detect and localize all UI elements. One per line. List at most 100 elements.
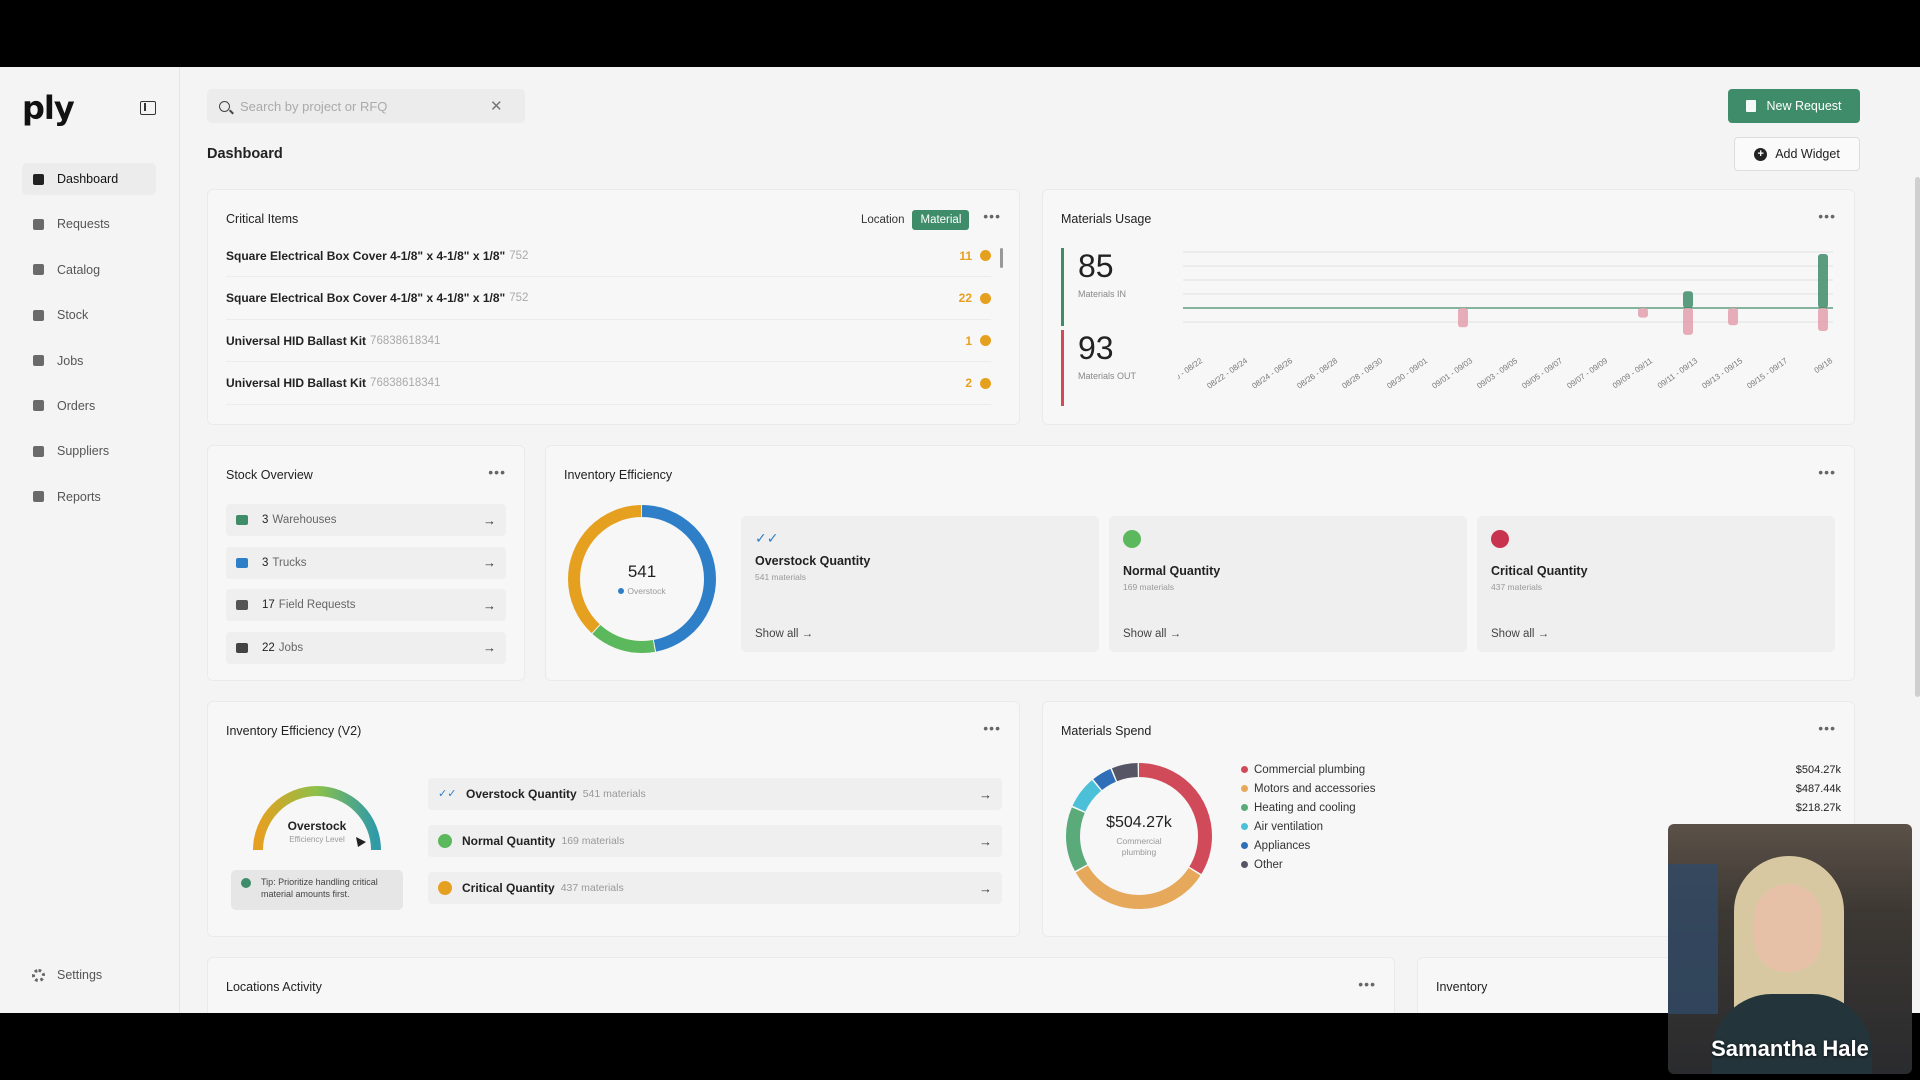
sidebar-item-label: Orders — [57, 398, 96, 413]
sidebar-item-dashboard[interactable]: Dashboard — [22, 163, 156, 195]
widget-title: Stock Overview — [226, 468, 313, 482]
x-tick-label: 08/26 - 08/28 — [1295, 356, 1339, 391]
warehouse-icon — [32, 309, 45, 322]
stock-row-field-requests[interactable]: 17 Field Requests → — [226, 589, 506, 621]
sidebar-item-jobs[interactable]: Jobs — [22, 345, 156, 377]
panel-subtitle: 169 materials — [1123, 582, 1175, 592]
legend-swatch — [1241, 823, 1248, 830]
legend-value: $218.27k — [1795, 801, 1841, 814]
more-options-icon[interactable]: ••• — [1818, 208, 1836, 224]
x-tick-label: 09/03 - 09/05 — [1475, 356, 1519, 391]
efficiency-center-value: 541 — [627, 562, 657, 581]
page-scrollbar[interactable] — [1915, 177, 1920, 697]
presenter-name: Samantha Hale — [1711, 1036, 1869, 1061]
donut-slice — [1066, 763, 1212, 909]
scrollbar[interactable] — [1000, 248, 1003, 268]
store-icon — [32, 445, 45, 458]
item-code: 752 — [509, 292, 529, 304]
x-tick-label: 09/07 - 09/09 — [1565, 356, 1609, 391]
efficiency-gauge — [253, 786, 381, 851]
show-all-link[interactable]: Show all → — [755, 628, 814, 640]
critical-item-row[interactable]: Universal HID Ballast Kit 76838618341 2 — [226, 363, 991, 405]
sidebar-item-label: Reports — [57, 489, 101, 504]
search-bar[interactable]: ✕ — [207, 89, 525, 123]
double-check-icon: ✓✓ — [438, 788, 457, 800]
stock-count: 17 — [262, 599, 275, 611]
sidebar-item-catalog[interactable]: Catalog — [22, 254, 156, 286]
x-tick-label: 09/09 - 09/11 — [1611, 356, 1655, 390]
more-options-icon[interactable]: ••• — [983, 208, 1001, 224]
efficiency-v2-row-critical[interactable]: Critical Quantity 437 materials → — [428, 872, 1002, 904]
filter-material[interactable]: Material — [912, 210, 970, 230]
item-name: Universal HID Ballast Kit — [226, 333, 367, 348]
warning-dot-icon — [980, 250, 991, 261]
legend-label: Commercial plumbing — [1254, 763, 1366, 776]
efficiency-panel-normal: Normal Quantity 169 materials Show all → — [1109, 516, 1467, 652]
document-plus-icon — [1746, 100, 1757, 112]
item-code: 752 — [509, 249, 529, 262]
widget-title: Inventory Efficiency (V2) — [226, 724, 362, 738]
efficiency-panel-overstock: ✓✓ Overstock Quantity 541 materials Show al… — [741, 516, 1099, 652]
sidebar-item-label: Jobs — [57, 353, 84, 368]
sidebar-item-reports[interactable]: Reports — [22, 481, 156, 513]
stock-label: Jobs — [278, 641, 304, 654]
tip-banner: Tip: Prioritize handling critical materi… — [231, 870, 403, 910]
donut-slice — [568, 505, 716, 653]
donut-slice — [1066, 763, 1212, 909]
gauge-sub-label: Efficiency Level — [289, 835, 345, 844]
stock-row-jobs[interactable]: 22 Jobs → — [226, 631, 506, 664]
check-circle-icon — [1123, 530, 1141, 548]
new-request-button[interactable]: New Request — [1728, 89, 1860, 123]
widget-title: Materials Usage — [1061, 212, 1152, 226]
bar-materials-out — [1458, 308, 1468, 328]
more-options-icon[interactable]: ••• — [1818, 720, 1836, 736]
row-subtitle: 541 materials — [582, 788, 646, 800]
more-options-icon[interactable]: ••• — [1818, 464, 1836, 480]
check-circle-icon — [438, 834, 452, 848]
webcam-body — [1712, 994, 1872, 1074]
sidebar-item-orders[interactable]: Orders — [22, 390, 156, 422]
spend-center-label: Commercial plumbing — [1116, 836, 1162, 857]
sidebar-item-requests[interactable]: Requests — [22, 208, 156, 240]
item-name: Universal HID Ballast Kit — [226, 376, 367, 390]
efficiency-v2-row-normal[interactable]: Normal Quantity 169 materials → — [428, 825, 1002, 857]
item-quantity: 2 — [965, 376, 972, 390]
critical-item-row[interactable]: Square Electrical Box Cover 4-1/8" x 4-1… — [226, 278, 991, 320]
add-widget-button[interactable]: + Add Widget — [1734, 137, 1860, 171]
item-code: 76838618341 — [370, 334, 441, 347]
show-all-link[interactable]: Show all → — [1123, 628, 1182, 640]
x-tick-label: 09/13 - 09/15 — [1700, 356, 1744, 391]
search-input[interactable] — [240, 98, 490, 114]
item-name: Square Electrical Box Cover 4-1/8" x 4-1… — [226, 248, 506, 263]
document-icon — [32, 218, 45, 231]
x-tick-label: 08/28 - 08/30 — [1340, 356, 1384, 391]
more-options-icon[interactable]: ••• — [983, 720, 1001, 736]
sidebar-item-stock[interactable]: Stock — [22, 299, 156, 331]
widget-title: Critical Items — [226, 212, 299, 226]
filter-location[interactable]: Location — [861, 214, 905, 226]
sidebar-item-label: Suppliers — [57, 444, 110, 459]
clear-search-icon[interactable]: ✕ — [490, 98, 503, 115]
show-all-link[interactable]: Show all → — [1491, 628, 1550, 640]
donut-slice — [568, 505, 716, 653]
stock-row-warehouses[interactable]: 3 Warehouses → — [226, 504, 506, 536]
sidebar-toggle-icon[interactable] — [140, 101, 156, 115]
arrow-right-icon: → — [483, 512, 496, 528]
sidebar-item-suppliers[interactable]: Suppliers — [22, 435, 156, 467]
widget-title: Inventory — [1436, 980, 1488, 994]
item-quantity: 11 — [959, 248, 972, 263]
more-options-icon[interactable]: ••• — [1358, 976, 1376, 992]
critical-item-row[interactable]: Square Electrical Box Cover 4-1/8" x 4-1… — [226, 235, 991, 277]
sidebar-item-settings[interactable]: Settings — [32, 968, 102, 982]
app-window: ply Dashboard Requests Catalog Stock Jobs Ord… — [0, 67, 1920, 1013]
sidebar-item-label: Requests — [57, 217, 110, 232]
legend-item: Appliances — [1241, 836, 1841, 855]
stock-row-trucks[interactable]: 3 Trucks → — [226, 546, 506, 579]
arrow-right-icon: → — [483, 640, 496, 655]
sidebar: ply Dashboard Requests Catalog Stock Jobs Ord… — [0, 67, 180, 1013]
home-icon — [32, 173, 45, 186]
more-options-icon[interactable]: ••• — [488, 464, 506, 480]
spend-center-value: $504.27k — [1106, 814, 1172, 831]
critical-item-row[interactable]: Universal HID Ballast Kit 76838618341 1 — [226, 320, 991, 362]
efficiency-v2-row-overstock[interactable]: ✓✓ Overstock Quantity 541 materials → — [428, 778, 1002, 810]
